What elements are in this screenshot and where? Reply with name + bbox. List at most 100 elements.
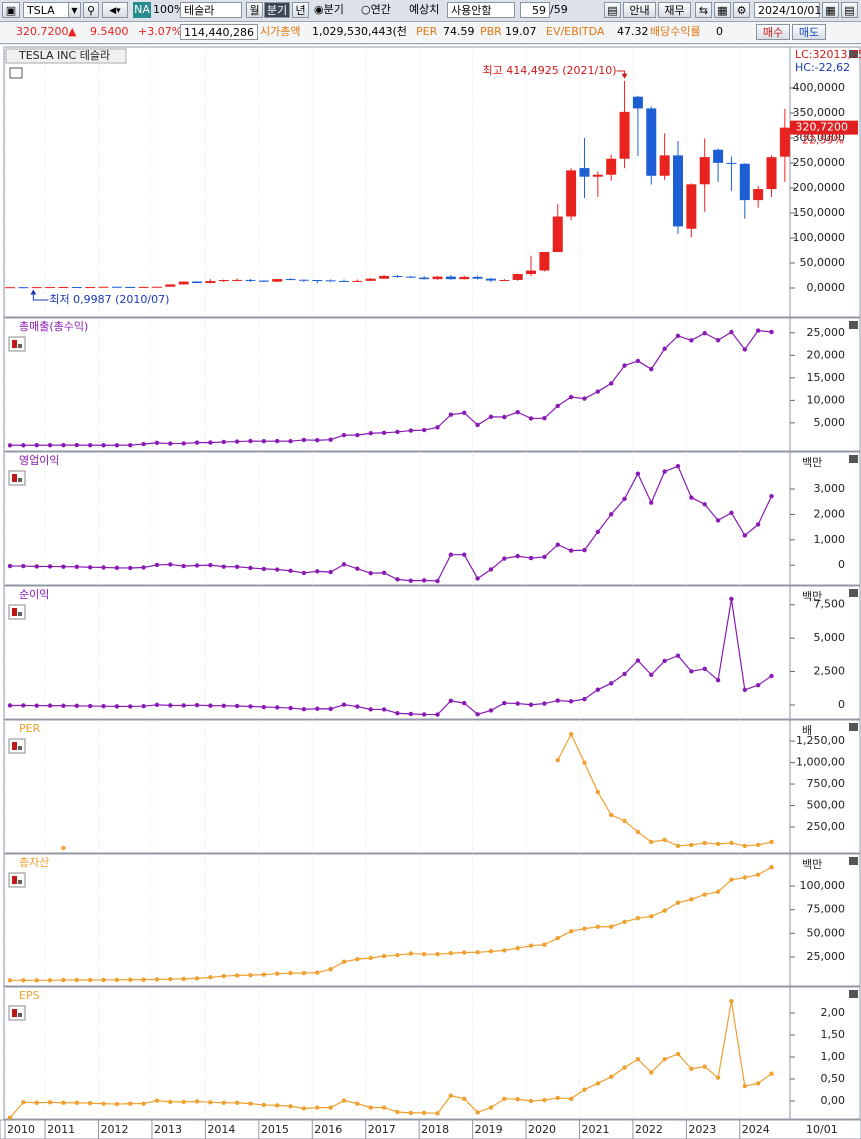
line — [9, 598, 772, 716]
point — [595, 529, 601, 535]
radio[interactable]: ◉분기 — [314, 3, 344, 16]
period-button[interactable]: 월 — [246, 2, 263, 18]
sell-button[interactable]: 매도 — [792, 24, 826, 40]
point — [502, 1096, 507, 1102]
point — [141, 565, 146, 570]
axis-panel — [789, 585, 861, 720]
point — [208, 975, 213, 980]
symbol-input[interactable]: TSLA — [23, 2, 81, 18]
forecast-label: 예상치 — [409, 3, 440, 16]
candle-body — [18, 287, 29, 289]
point — [649, 1070, 654, 1075]
panel — [3, 585, 791, 720]
point — [475, 1110, 480, 1115]
point — [368, 1105, 373, 1110]
point — [448, 951, 454, 956]
y-tick-label: 400,0000 — [793, 81, 846, 94]
icon[interactable]: ▤ — [604, 2, 621, 18]
period-button[interactable]: 년 — [292, 2, 309, 18]
point — [141, 703, 146, 709]
zoom[interactable]: 100% — [153, 3, 185, 16]
point — [47, 703, 53, 708]
point — [21, 443, 26, 448]
point — [234, 703, 240, 709]
label: 시가총액 — [260, 25, 301, 38]
point — [194, 976, 200, 981]
point — [622, 919, 627, 925]
point — [34, 1100, 39, 1105]
point — [395, 577, 400, 582]
point — [181, 441, 186, 446]
icon[interactable]: ▤ — [841, 2, 858, 18]
na-badge[interactable]: NA — [133, 2, 151, 18]
point — [21, 1100, 26, 1105]
line — [9, 329, 772, 446]
point — [114, 977, 120, 983]
line — [9, 1001, 772, 1119]
y-tick-label: 0 — [838, 558, 845, 571]
point — [462, 950, 467, 955]
lc-label: LC:32013,75 — [795, 48, 861, 61]
point — [502, 948, 507, 953]
y-tick-label: 2,000 — [814, 507, 846, 520]
point — [729, 596, 734, 602]
date[interactable]: 2024/10/01 — [754, 2, 821, 18]
forecast-select[interactable]: 사용안함 — [447, 2, 515, 18]
period-button[interactable]: 분기 — [264, 2, 290, 18]
point — [21, 563, 26, 569]
point — [755, 1081, 761, 1086]
volume: 114,440,286 — [180, 24, 258, 40]
panel-title: PER — [19, 722, 41, 735]
icon[interactable]: ⚙ — [733, 2, 750, 18]
point — [649, 500, 654, 505]
point — [635, 916, 641, 921]
x-tick-label: 2017 — [368, 1123, 396, 1136]
point — [114, 443, 120, 448]
sound[interactable]: ◀▾ — [102, 2, 128, 18]
search[interactable]: ⚲ — [83, 2, 99, 18]
point — [34, 564, 39, 569]
point — [221, 703, 226, 708]
menu-icon[interactable]: ▣ — [2, 2, 20, 18]
candle-body — [512, 274, 523, 280]
point — [154, 440, 160, 446]
point — [555, 403, 560, 409]
axis-panel — [789, 46, 861, 318]
y-tick-label: 15,000 — [807, 371, 846, 384]
point — [355, 566, 360, 571]
icon[interactable]: ▦ — [822, 2, 839, 18]
point — [649, 839, 654, 845]
point — [582, 696, 587, 702]
candle-body — [5, 287, 15, 289]
radio[interactable]: ○연간 — [361, 3, 391, 16]
y-tick-label: 25,000 — [807, 326, 846, 339]
point — [168, 703, 173, 708]
icon[interactable]: ▦ — [714, 2, 731, 18]
panel-icon-bar — [18, 344, 22, 348]
point — [555, 698, 560, 703]
point — [675, 333, 681, 339]
point — [87, 977, 93, 983]
point — [341, 432, 347, 438]
buy-button[interactable]: 매수 — [756, 24, 790, 40]
point — [328, 1105, 333, 1110]
point — [47, 564, 53, 569]
panel — [3, 719, 791, 854]
point — [288, 568, 293, 573]
count[interactable]: 59 — [520, 2, 550, 18]
point — [261, 972, 267, 977]
point — [635, 1057, 641, 1062]
y-tick-label: 200,0000 — [793, 181, 846, 194]
candle-body — [232, 279, 243, 281]
point — [208, 1100, 213, 1105]
point — [128, 977, 133, 982]
point — [528, 555, 534, 561]
point — [208, 562, 213, 568]
point — [315, 1105, 320, 1110]
icon[interactable]: ⇆ — [695, 2, 712, 18]
point — [315, 569, 320, 574]
guide-button[interactable]: 안내 — [623, 2, 656, 18]
finance-button[interactable]: 재무 — [658, 2, 691, 18]
dropdown[interactable]: ▼ — [68, 2, 81, 18]
info-bar: 320.7200 ▲ 9.5400 +3.07% 114,440,286 시가총… — [0, 22, 861, 44]
